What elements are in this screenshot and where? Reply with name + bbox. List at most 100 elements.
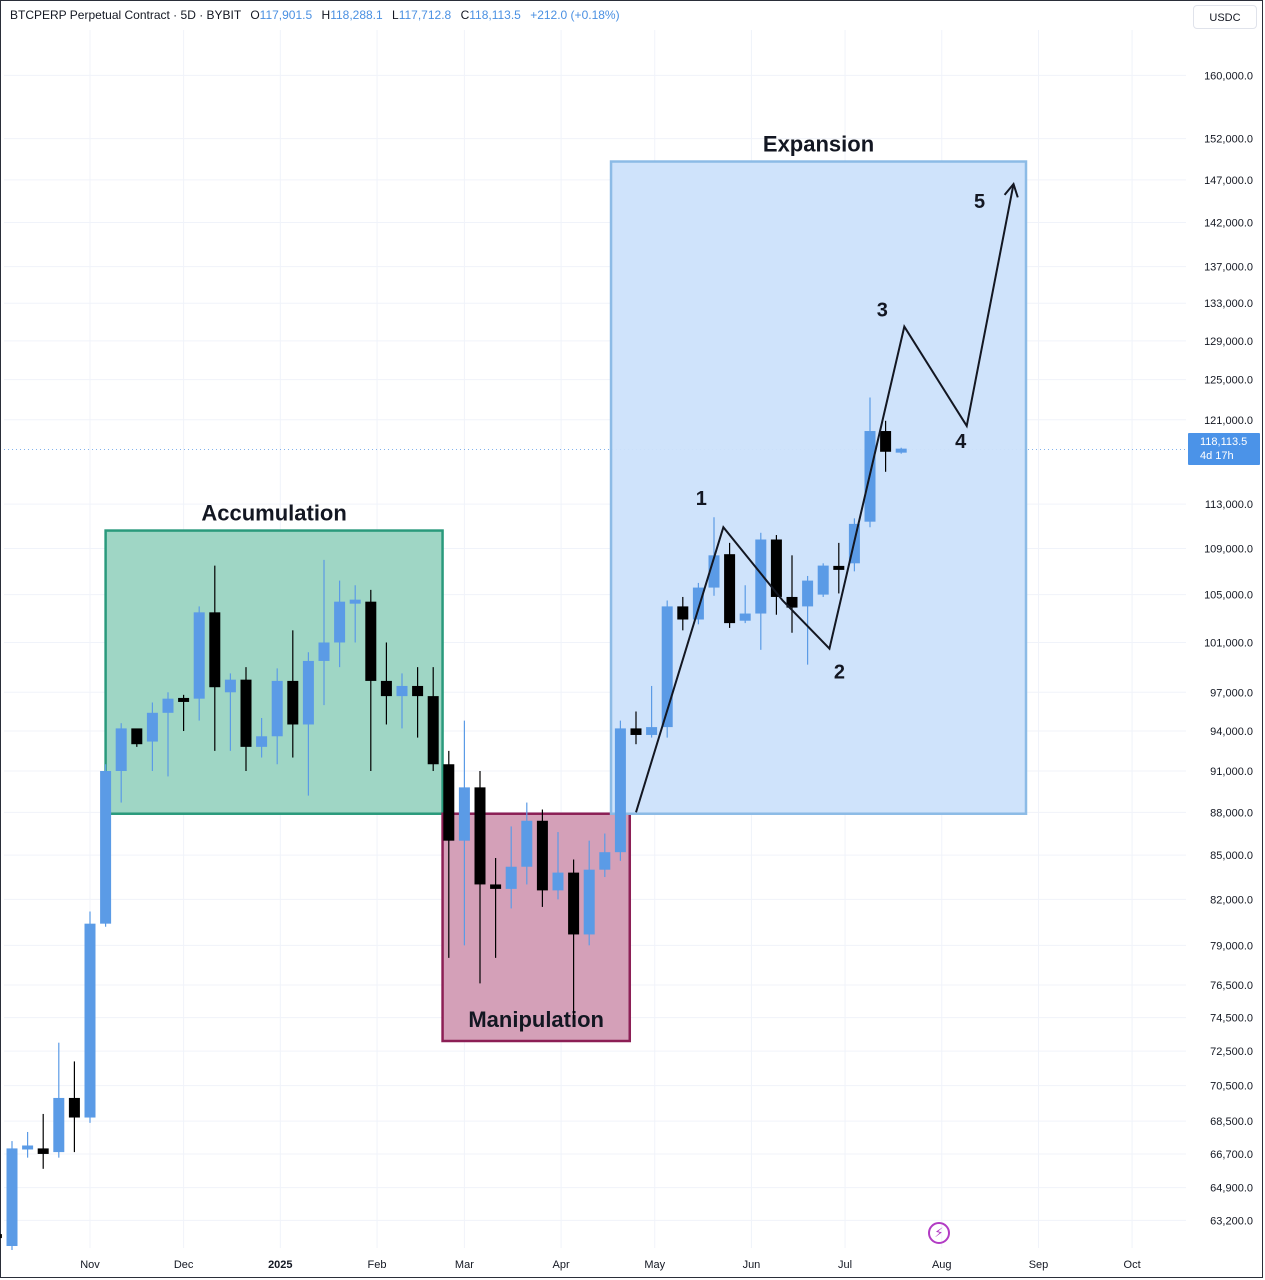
candle-body [630,728,642,735]
bar-countdown: 4d 17h [1200,450,1234,462]
candle-body [365,601,377,681]
candle-body [692,587,704,620]
price-axis[interactable]: 160,000.0 152,000.0 147,000.0 142,000.0 137,… [1204,70,1253,1227]
x-tick-label: Feb [368,1259,387,1271]
candle-body [661,606,673,728]
symbol-title: BTCPERP Perpetual Contract · 5D · BYBIT [10,8,241,22]
wave-path: 1 2 3 4 5 [635,181,1019,813]
candle-body [755,539,767,614]
symbol-header: BTCPERP Perpetual Contract · 5D · BYBIT … [10,8,620,22]
candle-body [100,771,112,924]
candle-body [271,680,283,737]
close-label: C [460,8,470,22]
candle-body [334,601,346,643]
y-tick-label: 97,000.0 [1210,687,1253,699]
candle-body [833,565,845,570]
zone-label: Expansion [763,132,874,157]
y-tick-label: 133,000.0 [1204,298,1253,310]
candle-body [115,728,127,772]
y-tick-label: 63,200.0 [1210,1215,1253,1227]
candle-body [614,728,626,853]
candle-body [193,612,205,699]
currency-selector[interactable]: USDC [1193,5,1257,29]
candle-body [68,1097,80,1118]
low-value: 117,712.8 [398,8,452,22]
y-tick-label: 105,000.0 [1204,590,1253,602]
y-tick-label: 64,900.0 [1210,1183,1253,1195]
candle-body [895,448,907,453]
candle-body [443,764,455,841]
candle-body [396,685,408,697]
x-tick-label: 2025 [268,1259,292,1271]
y-tick-label: 72,500.0 [1210,1046,1253,1058]
last-price-tag: 118,113.5 4d 17h [1188,433,1260,465]
x-tick-label: Nov [80,1259,100,1271]
y-tick-label: 88,000.0 [1210,807,1253,819]
y-tick-label: 101,000.0 [1204,637,1253,649]
x-tick-label: Jun [743,1259,761,1271]
candle-body [802,580,814,607]
x-tick-label: Aug [932,1259,952,1271]
candle-body [552,872,564,891]
wave-label: 5 [974,191,985,213]
last-price-value: 118,113.5 [1200,436,1248,448]
candle-body [302,660,314,725]
zone-manipulation[interactable] [441,812,632,1043]
candle-body [646,727,658,735]
candle-body [240,679,252,747]
y-tick-label: 82,000.0 [1210,894,1253,906]
open-value: 117,901.5 [259,8,313,22]
y-tick-label: 68,500.0 [1210,1116,1253,1128]
candle-body [817,565,829,595]
wave-arrowhead [1003,181,1019,198]
candle-body [505,866,517,889]
phase-zones: Accumulation Manipulation Expansion [104,132,1028,1043]
candle-body [880,431,892,452]
candle-body [708,555,720,588]
wave-line [635,183,1015,813]
candle-body [521,820,533,867]
y-tick-label: 91,000.0 [1210,766,1253,778]
candle-body [178,697,190,702]
wave-label: 3 [877,300,888,322]
candle-body [162,698,174,713]
candle-body [84,923,96,1118]
y-tick-label: 113,000.0 [1205,499,1253,511]
y-tick-label: 152,000.0 [1204,134,1253,146]
candle-body [427,696,439,765]
time-axis[interactable]: Nov Dec 2025 Feb Mar Apr May Jun Jul Aug Sep Oct [80,1259,1140,1271]
lightning-bolt-icon[interactable]: ⚡ [928,1222,950,1244]
x-tick-label: May [644,1259,665,1271]
candle-body [770,539,782,597]
candle-body [146,712,158,742]
candle-body [224,679,236,693]
y-tick-label: 121,000.0 [1204,415,1253,427]
y-tick-label: 66,700.0 [1210,1149,1253,1161]
x-tick-label: Oct [1124,1259,1141,1271]
x-tick-label: Sep [1029,1259,1049,1271]
candle-body [349,599,361,604]
y-tick-label: 137,000.0 [1204,262,1253,274]
candle-body [536,820,548,891]
y-tick-label: 142,000.0 [1204,217,1253,229]
candle-body [256,736,268,747]
x-tick-label: Jul [838,1259,852,1271]
y-tick-label: 109,000.0 [1204,544,1253,556]
wave-label: 4 [955,431,967,453]
x-tick-label: Dec [174,1259,194,1271]
candle-body [209,612,221,688]
y-tick-label: 129,000.0 [1204,336,1253,348]
candle-body [568,872,580,935]
high-value: 118,288.1 [330,8,383,22]
y-tick-label: 147,000.0 [1204,175,1253,187]
zone-accumulation[interactable] [104,529,444,815]
candle-body [412,685,424,697]
y-tick-label: 94,000.0 [1210,726,1253,738]
candle-body [6,1148,18,1247]
open-label: O [250,8,260,22]
high-label: H [321,8,331,22]
zone-label: Accumulation [201,501,346,526]
candle-body [22,1145,34,1150]
zone-expansion[interactable] [609,160,1028,815]
